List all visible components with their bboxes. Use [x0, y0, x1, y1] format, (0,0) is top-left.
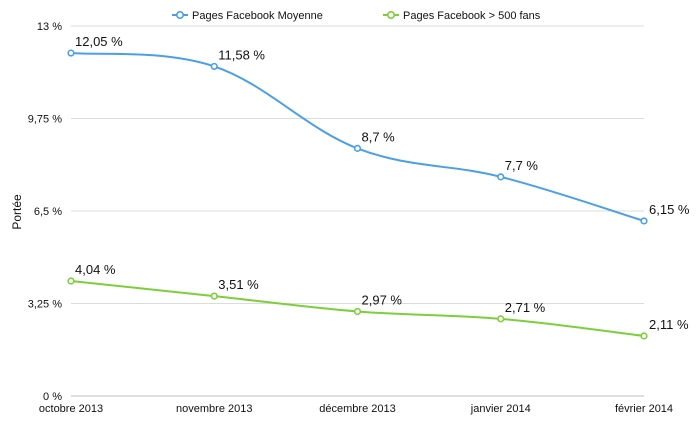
y-axis-ticks: 0 % 3,25 % 6,5 % 9,75 % 13 % [28, 21, 62, 403]
grid-lines [71, 25, 644, 397]
data-point [640, 217, 648, 225]
legend-label: Pages Facebook Moyenne [192, 10, 323, 22]
data-point [640, 332, 648, 340]
x-tick-label: janvier 2014 [470, 403, 531, 415]
x-tick-label: octobre 2013 [39, 403, 103, 415]
data-point [353, 144, 362, 152]
series-group: 12,05 % 11,58 % 8,7 % 7,7 % 6,15 % 4,04 % 3,51… [67, 34, 690, 340]
data-label: 7,7 % [505, 158, 539, 173]
data-point [67, 49, 75, 57]
x-tick-label: février 2014 [615, 403, 673, 415]
x-tick-label: décembre 2013 [319, 403, 395, 415]
legend-swatch-marker [176, 11, 185, 20]
data-label: 12,05 % [75, 34, 123, 49]
legend: Pages Facebook Moyenne Pages Facebook > 5… [172, 10, 541, 22]
data-point [497, 315, 505, 323]
series-line [70, 52, 645, 222]
y-tick-label: 9,75 % [28, 114, 62, 126]
y-tick-label: 3,25 % [28, 299, 62, 311]
data-point [210, 62, 218, 71]
data-label: 2,71 % [505, 300, 546, 315]
legend-item: Pages Facebook > 500 fans [383, 10, 541, 22]
series-pages-facebook-moyenne: 12,05 % 11,58 % 8,7 % 7,7 % 6,15 % [67, 34, 690, 225]
data-point [67, 277, 75, 285]
legend-swatch-marker [386, 11, 395, 20]
y-tick-label: 6,5 % [34, 206, 62, 218]
y-tick-label: 13 % [37, 21, 62, 33]
data-label: 6,15 % [649, 202, 690, 217]
legend-item: Pages Facebook Moyenne [172, 10, 323, 22]
data-point [210, 292, 218, 300]
legend-label: Pages Facebook > 500 fans [403, 10, 541, 22]
data-label: 2,97 % [362, 292, 403, 307]
data-label: 8,7 % [362, 129, 396, 144]
x-axis-ticks: octobre 2013 novembre 2013 décembre 2013 ja… [39, 403, 673, 415]
data-label: 11,58 % [218, 47, 265, 62]
data-point [353, 307, 362, 316]
data-label: 2,11 % [649, 317, 689, 332]
data-label: 4,04 % [75, 262, 116, 277]
y-tick-label: 0 % [43, 391, 62, 403]
data-label: 3,51 % [218, 277, 259, 292]
series-pages-facebook-500-fans: 4,04 % 3,51 % 2,97 % 2,71 % 2,11 % [67, 262, 689, 340]
y-axis-title: Portée [10, 194, 24, 230]
x-tick-label: novembre 2013 [176, 403, 252, 415]
data-point [497, 173, 505, 181]
